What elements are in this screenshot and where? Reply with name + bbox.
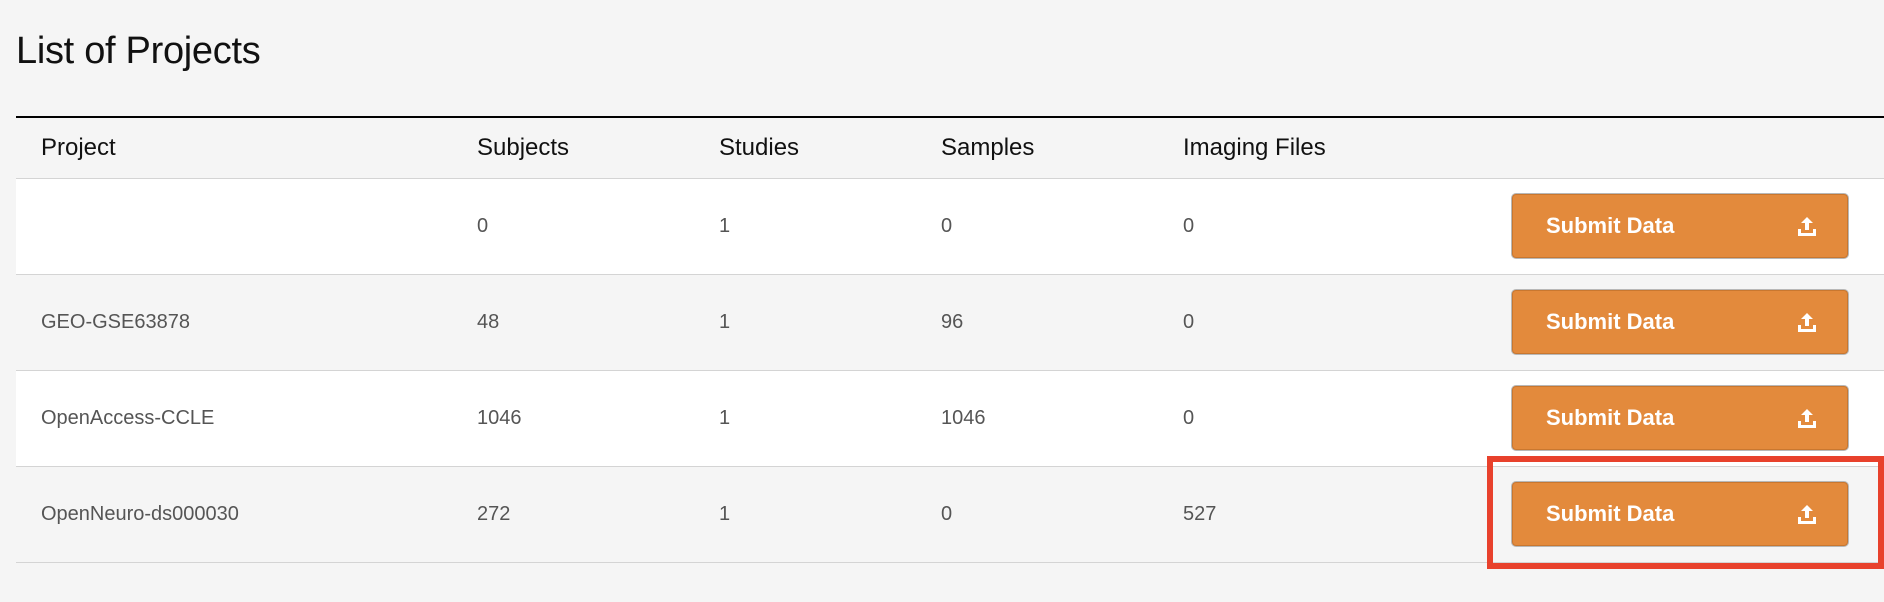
- imaging-files-cell: 0: [1183, 311, 1195, 333]
- upload-icon: [1797, 503, 1817, 525]
- upload-icon: [1797, 215, 1817, 237]
- upload-icon: [1797, 311, 1817, 333]
- studies-cell: 1: [719, 503, 731, 525]
- submit-data-button[interactable]: Submit Data: [1512, 482, 1848, 546]
- submit-data-button[interactable]: Submit Data: [1512, 386, 1848, 450]
- table-row: OpenAccess-CCLE 1046 1 1046 0 Submit Dat…: [16, 371, 1884, 467]
- submit-data-label: Submit Data: [1546, 309, 1675, 334]
- project-name-cell: OpenAccess-CCLE: [41, 407, 215, 429]
- samples-cell: 0: [941, 215, 953, 237]
- subjects-cell: 1046: [477, 407, 522, 429]
- projects-table: Project Subjects Studies Samples Imaging…: [16, 116, 1884, 563]
- samples-cell: 0: [941, 503, 953, 525]
- project-name-cell: GEO-GSE63878: [41, 311, 190, 333]
- column-header-studies: Studies: [719, 134, 800, 161]
- samples-cell: 96: [941, 311, 964, 333]
- submit-data-button[interactable]: Submit Data: [1512, 194, 1848, 258]
- submit-data-label: Submit Data: [1546, 501, 1675, 526]
- table-row: 0 1 0 0 Submit Data: [16, 179, 1884, 275]
- imaging-files-cell: 0: [1183, 215, 1195, 237]
- page-title: List of Projects: [16, 30, 261, 72]
- table-row: OpenNeuro-ds000030 272 1 0 527 Submit Da…: [16, 467, 1884, 563]
- studies-cell: 1: [719, 311, 731, 333]
- imaging-files-cell: 527: [1183, 503, 1217, 525]
- column-header-subjects: Subjects: [477, 134, 570, 161]
- column-header-imaging-files: Imaging Files: [1183, 134, 1326, 161]
- subjects-cell: 272: [477, 503, 511, 525]
- samples-cell: 1046: [941, 407, 986, 429]
- imaging-files-cell: 0: [1183, 407, 1195, 429]
- table-row: GEO-GSE63878 48 1 96 0 Submit Data: [16, 275, 1884, 371]
- subjects-cell: 0: [477, 215, 489, 237]
- submit-data-label: Submit Data: [1546, 405, 1675, 430]
- studies-cell: 1: [719, 215, 731, 237]
- subjects-cell: 48: [477, 311, 500, 333]
- submit-data-button[interactable]: Submit Data: [1512, 290, 1848, 354]
- submit-data-label: Submit Data: [1546, 213, 1675, 238]
- upload-icon: [1797, 407, 1817, 429]
- column-header-samples: Samples: [941, 134, 1035, 161]
- table-header-row: Project Subjects Studies Samples Imaging…: [16, 118, 1884, 179]
- column-header-project: Project: [41, 134, 116, 161]
- studies-cell: 1: [719, 407, 731, 429]
- project-name-cell: OpenNeuro-ds000030: [41, 503, 239, 525]
